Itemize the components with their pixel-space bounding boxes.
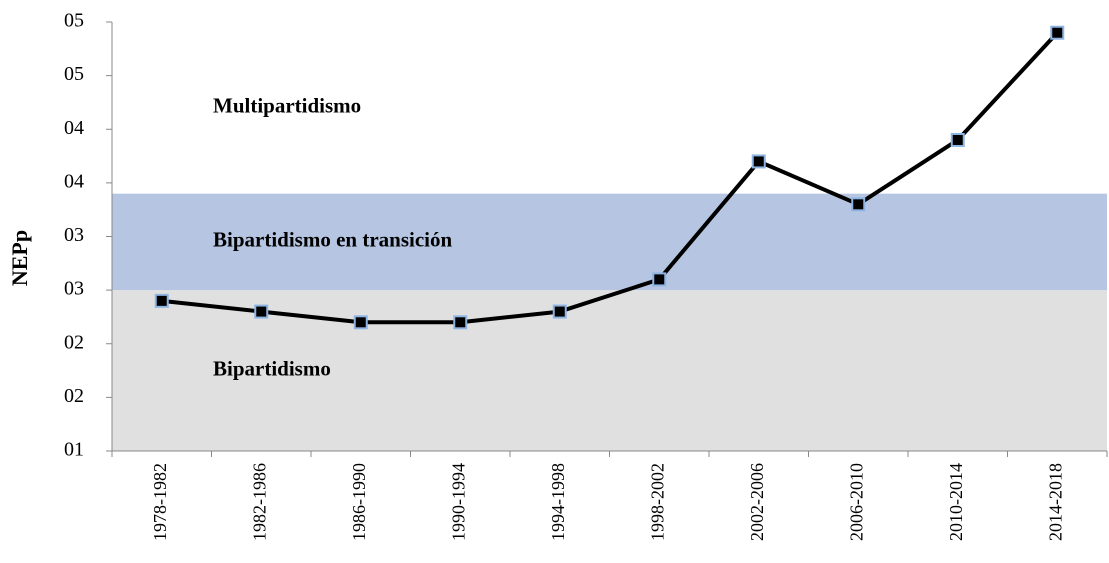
band-label: Bipartidismo en transición (213, 228, 453, 252)
marker (453, 315, 468, 330)
band-label: Multipartidismo (213, 94, 361, 118)
x-tick-label: 1986-1990 (349, 463, 369, 541)
x-tick-label: 2014-2018 (1045, 463, 1065, 541)
band (112, 22, 1107, 194)
y-axis-label: NEPp (7, 230, 32, 286)
x-tick-label: 2010-2014 (946, 463, 966, 541)
marker (254, 304, 269, 319)
marker (950, 132, 965, 147)
band-label: Bipartidismo (213, 356, 331, 380)
marker (751, 154, 766, 169)
marker (851, 197, 866, 212)
x-tick-label: 1994-1998 (548, 463, 568, 541)
marker (353, 315, 368, 330)
y-tick-label: 03 (64, 224, 84, 246)
x-tick-label: 2002-2006 (747, 463, 767, 541)
y-tick-label: 04 (64, 117, 84, 139)
x-tick-label: 2006-2010 (846, 463, 866, 541)
marker (154, 293, 169, 308)
marker (652, 272, 667, 287)
line (161, 31, 1059, 325)
x-tick-label: 1990-1994 (448, 463, 468, 541)
x-tick-label: 1978-1982 (150, 463, 170, 541)
y-tick-label: 02 (64, 331, 84, 353)
band (112, 193, 1107, 291)
marker (552, 304, 567, 319)
y-tick-label: 01 (64, 439, 84, 461)
y-tick-label: 04 (64, 170, 84, 192)
x-tick-label: 1982-1986 (249, 463, 269, 541)
y-tick-label: 03 (64, 278, 84, 300)
y-tick-label: 02 (64, 385, 84, 407)
y-tick-label: 05 (64, 10, 84, 32)
band (112, 290, 1107, 451)
y-tick-label: 05 (64, 63, 84, 85)
x-tick-label: 1998-2002 (647, 463, 667, 541)
marker (1050, 25, 1065, 40)
